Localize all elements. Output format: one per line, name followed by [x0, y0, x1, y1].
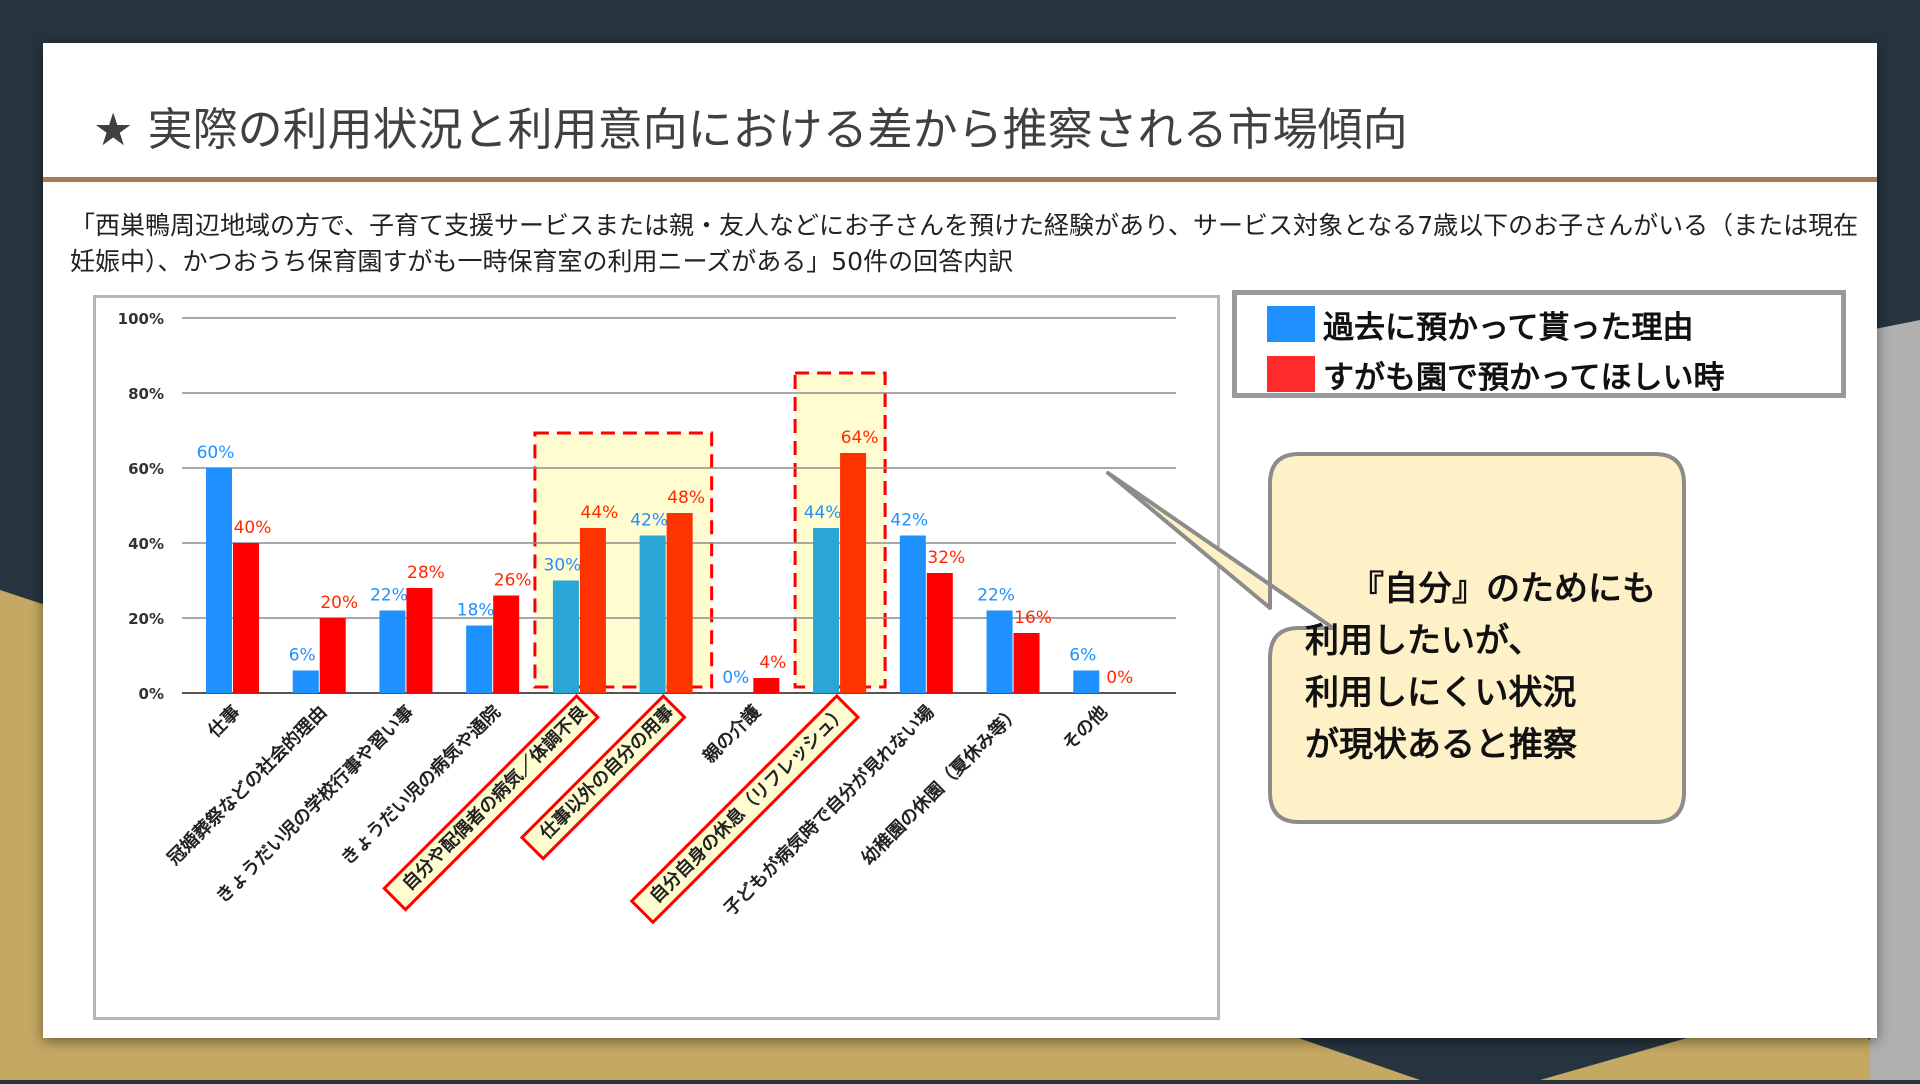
x-tick-label-highlight [629, 693, 861, 925]
bar-past-2 [379, 610, 406, 693]
legend: 過去に預かって貰った理由 すがも園で預かってほしい時 [1232, 290, 1846, 398]
bar-past-1 [292, 670, 319, 693]
bar-want-9 [1013, 633, 1040, 693]
callout-line-4: が現状あると推察 [1305, 725, 1577, 765]
data-label: 60% [197, 443, 235, 463]
y-tick-label: 20% [128, 610, 164, 628]
x-tick-label-highlight [519, 693, 687, 861]
bar-want-2 [406, 588, 433, 693]
x-tick-label: きょうだい児の病気や通院 [336, 701, 504, 869]
slide-title: ★ 実際の利用状況と利用意向における差から推察される市場傾向 [93, 103, 1408, 156]
chart-frame: 0% 20% 40% 60% 80% 100% 60% 40% 仕事 6% 20% 冠婚葬祭などの社会… [93, 295, 1220, 1020]
legend-item-want: すがも園で預かってほしい時 [1267, 351, 1724, 397]
bar-want-5 [666, 513, 693, 693]
x-tick-label: 冠婚葬祭などの社会的理由 [163, 701, 331, 869]
data-label: 42% [630, 511, 668, 531]
data-label: 26% [494, 571, 532, 591]
data-label: 4% [759, 653, 786, 673]
bar-want-8 [926, 573, 953, 693]
bar-want-4 [579, 528, 606, 693]
bar-past-0 [206, 468, 232, 693]
data-label: 40% [234, 518, 272, 538]
data-label: 44% [804, 503, 842, 523]
bar-past-7 [813, 528, 840, 693]
x-tick-label-highlight [382, 693, 600, 912]
callout-line-1: 『自分』のためにも [1350, 569, 1656, 609]
data-label: 30% [544, 556, 582, 576]
bar-want-1 [319, 618, 346, 693]
x-tick-label: 幼稚園の休園（夏休み等） [857, 701, 1025, 869]
bar-want-6 [753, 678, 780, 693]
y-tick-label: 80% [128, 385, 164, 403]
data-label: 22% [370, 586, 408, 606]
title-divider [43, 177, 1877, 182]
bar-past-10 [1073, 670, 1100, 693]
data-label: 6% [289, 646, 316, 666]
y-tick-label: 60% [128, 460, 164, 478]
bar-past-5 [639, 535, 666, 693]
data-label: 20% [320, 593, 358, 613]
y-tick-label: 100% [118, 310, 164, 328]
callout-text: 『自分』のためにも 利用したいが、 利用しにくい状況 が現状あると推察 [1305, 563, 1656, 771]
x-tick-label: 親の介護 [698, 700, 765, 767]
bar-past-4 [552, 580, 579, 693]
data-label: 42% [890, 511, 928, 531]
callout-line-2: 利用したいが、 [1305, 621, 1543, 661]
data-label: 28% [407, 563, 445, 583]
bar-chart: 0% 20% 40% 60% 80% 100% 60% 40% 仕事 6% 20% 冠婚葬祭などの社会… [118, 310, 1176, 925]
legend-swatch-past [1267, 306, 1315, 342]
data-label: 6% [1069, 646, 1096, 666]
bar-want-3 [493, 595, 520, 693]
legend-label-want: すがも園で預かってほしい時 [1323, 359, 1725, 396]
data-label: 32% [927, 548, 965, 568]
data-label: 22% [977, 586, 1015, 606]
y-tick-label: 40% [128, 535, 164, 553]
legend-swatch-want [1267, 356, 1315, 392]
data-label: 44% [581, 503, 619, 523]
data-label: 48% [667, 488, 705, 508]
y-tick-label: 0% [139, 685, 164, 703]
legend-label-past: 過去に預かって貰った理由 [1323, 309, 1694, 346]
x-tick-label: その他 [1058, 701, 1112, 755]
data-label: 0% [722, 668, 749, 688]
survey-description: 「西巣鴨周辺地域の方で、子育て支援サービスまたは親・友人などにお子さんを預けた経… [70, 211, 1859, 276]
data-label: 64% [841, 428, 879, 448]
slide: ★ 実際の利用状況と利用意向における差から推察される市場傾向 「西巣鴨周辺地域の… [43, 43, 1877, 1038]
x-tick-label: 仕事 [203, 701, 245, 743]
bar-past-8 [899, 535, 926, 693]
data-label: 16% [1014, 608, 1052, 628]
legend-item-past: 過去に預かって貰った理由 [1267, 301, 1693, 347]
bar-want-0 [233, 543, 259, 693]
bar-past-9 [986, 610, 1013, 693]
callout-line-3: 利用しにくい状況 [1305, 673, 1577, 713]
data-label: 0% [1106, 668, 1133, 688]
bar-want-7 [840, 453, 867, 693]
data-label: 18% [457, 601, 495, 621]
bar-past-3 [466, 625, 493, 693]
